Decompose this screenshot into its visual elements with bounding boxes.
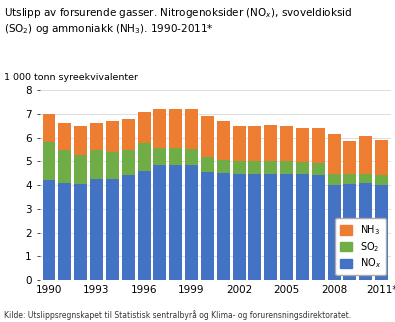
Bar [201, 116, 214, 157]
Bar [185, 149, 198, 166]
Bar [359, 184, 372, 280]
Bar [327, 185, 340, 280]
Bar [217, 159, 229, 173]
Bar [58, 123, 71, 149]
Bar [264, 161, 277, 174]
Bar [343, 141, 356, 175]
Text: Utslipp av forsurende gasser. Nitrogenoksider (NO$_x$), svoveldioksid
(SO$_2$) o: Utslipp av forsurende gasser. Nitrogenok… [4, 6, 352, 36]
Bar [106, 179, 119, 280]
Bar [43, 180, 55, 280]
Bar [185, 166, 198, 280]
Bar [233, 161, 246, 174]
Bar [122, 119, 135, 149]
Bar [58, 183, 71, 280]
Bar [217, 173, 229, 280]
Bar [296, 162, 309, 175]
Text: 1 000 tonn syreekvivalenter: 1 000 tonn syreekvivalenter [4, 73, 138, 82]
Bar [248, 174, 261, 280]
Bar [327, 174, 340, 185]
Bar [169, 109, 182, 148]
Bar [169, 148, 182, 166]
Bar [296, 128, 309, 162]
Bar [106, 121, 119, 152]
Bar [233, 174, 246, 280]
Bar [153, 109, 166, 147]
Bar [217, 121, 229, 159]
Text: Kilde: Utslippsregnskapet til Statistisk sentralbyrå og Klima- og forurensningsd: Kilde: Utslippsregnskapet til Statistisk… [4, 310, 351, 320]
Bar [375, 175, 388, 185]
Bar [248, 126, 261, 161]
Bar [312, 175, 325, 280]
Bar [280, 174, 293, 280]
Bar [201, 172, 214, 280]
Bar [375, 185, 388, 280]
Bar [153, 166, 166, 280]
Bar [43, 142, 55, 180]
Bar [74, 126, 87, 156]
Bar [280, 126, 293, 161]
Bar [343, 175, 356, 184]
Bar [137, 143, 150, 171]
Bar [137, 171, 150, 280]
Bar [74, 184, 87, 280]
Bar [90, 123, 103, 150]
Bar [312, 163, 325, 175]
Bar [137, 111, 150, 143]
Bar [264, 174, 277, 280]
Bar [312, 128, 325, 163]
Bar [296, 175, 309, 280]
Bar [248, 161, 261, 174]
Bar [201, 157, 214, 172]
Bar [169, 166, 182, 280]
Bar [185, 109, 198, 149]
Bar [359, 174, 372, 184]
Bar [43, 114, 55, 142]
Bar [90, 150, 103, 179]
Bar [74, 156, 87, 184]
Bar [375, 139, 388, 175]
Bar [359, 137, 372, 174]
Bar [233, 126, 246, 161]
Bar [280, 161, 293, 174]
Bar [327, 134, 340, 174]
Bar [264, 125, 277, 161]
Bar [122, 149, 135, 175]
Bar [343, 184, 356, 280]
Bar [90, 179, 103, 280]
Bar [58, 149, 71, 183]
Legend: NH$_3$, SO$_2$, NO$_x$: NH$_3$, SO$_2$, NO$_x$ [335, 218, 386, 275]
Bar [106, 152, 119, 179]
Bar [153, 147, 166, 166]
Bar [122, 175, 135, 280]
